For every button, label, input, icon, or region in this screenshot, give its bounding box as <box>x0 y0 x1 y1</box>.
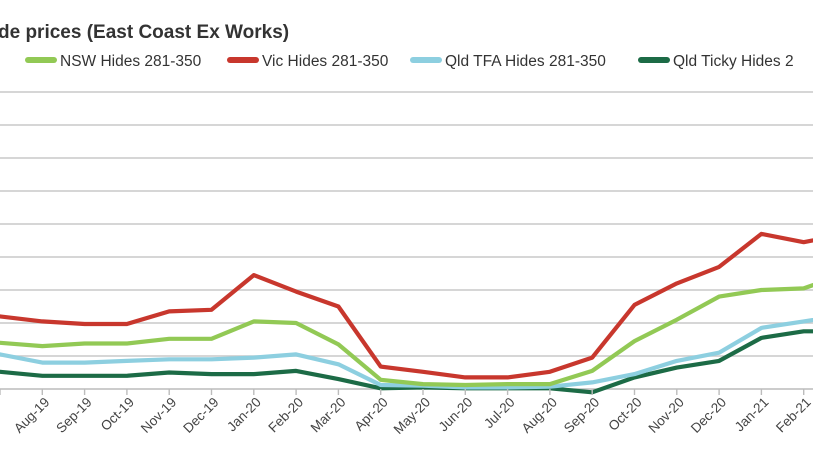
x-axis-ticks: Aug-19 Sep-19 Oct-19 Nov-19 Dec-19 Jan-20 Feb-… <box>0 389 813 437</box>
x-tick-label: Aug-20 <box>519 395 560 436</box>
x-tick-label: Jan-21 <box>732 395 772 435</box>
x-tick-label: Jun-20 <box>436 395 476 435</box>
series-line <box>0 282 813 388</box>
legend-label: Qld Ticky Hides 2 <box>673 53 794 70</box>
chart-title: de prices (East Coast Ex Works) <box>0 22 289 43</box>
x-tick-label: Mar-20 <box>308 395 349 436</box>
x-tick-label: Oct-19 <box>98 395 137 434</box>
x-tick-label: Sep-20 <box>561 395 602 436</box>
legend-label: Qld TFA Hides 281-350 <box>445 53 606 70</box>
x-tick-label: Nov-19 <box>138 395 179 436</box>
x-tick-label: Nov-20 <box>646 395 687 436</box>
x-tick-label: Aug-19 <box>11 395 52 436</box>
x-tick-label: Dec-19 <box>180 395 221 436</box>
x-tick-label: Sep-19 <box>53 395 94 436</box>
series-lines <box>0 231 813 395</box>
legend-label: Vic Hides 281-350 <box>262 53 389 70</box>
legend: NSW Hides 281-350 Vic Hides 281-350 Qld TF… <box>25 53 794 70</box>
x-tick-label: May-20 <box>391 395 433 437</box>
series-line <box>0 231 813 380</box>
x-tick-label: Oct-20 <box>605 395 644 434</box>
x-tick-label: Feb-20 <box>265 395 306 436</box>
x-tick-label: Jul-20 <box>481 395 518 432</box>
x-tick-label: Apr-20 <box>352 395 391 434</box>
x-tick-label: Feb-21 <box>773 395 813 436</box>
legend-label: NSW Hides 281-350 <box>60 53 202 70</box>
x-tick-label: Jan-20 <box>224 395 264 435</box>
x-tick-label: Dec-20 <box>688 395 729 436</box>
